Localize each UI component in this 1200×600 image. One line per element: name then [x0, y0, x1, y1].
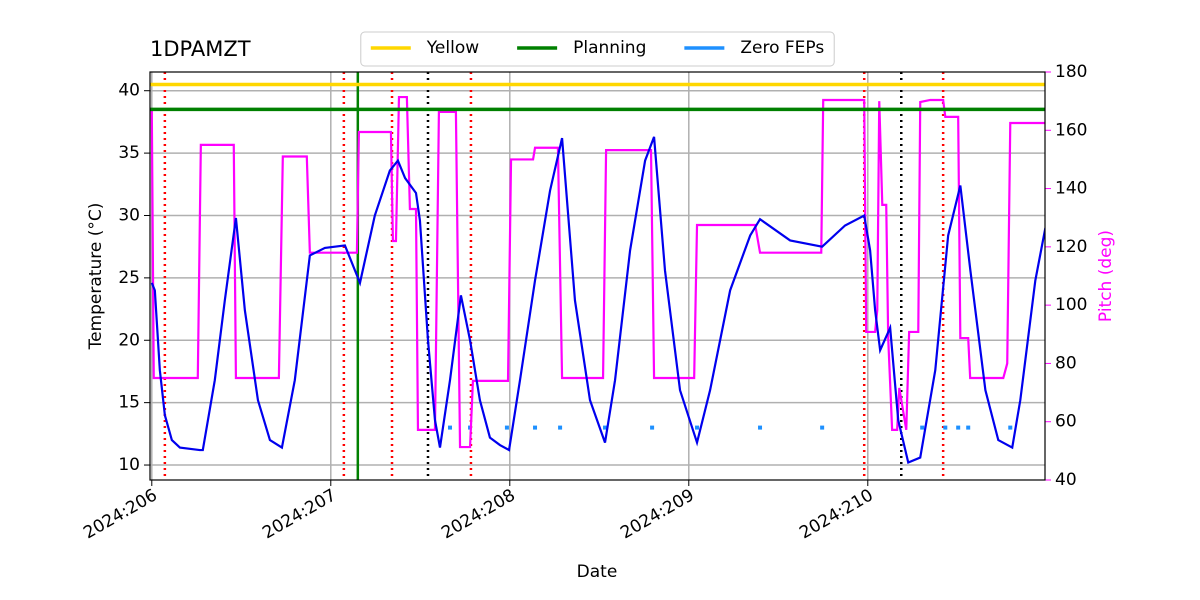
marker	[603, 425, 608, 430]
y-tick-label: 40	[118, 81, 140, 101]
x-tick-label: 2024:208	[438, 485, 519, 543]
chart-title: 1DPAMZT	[150, 37, 251, 61]
legend-label: Planning	[573, 38, 646, 58]
x-tick-label: 2024:207	[259, 485, 340, 543]
marker	[820, 425, 825, 430]
y-tick-label: 30	[118, 205, 140, 225]
y2-tick-label: 120	[1055, 237, 1087, 257]
marker	[448, 425, 453, 430]
marker	[650, 425, 655, 430]
y-tick-label: 20	[118, 330, 140, 350]
y2-tick-label: 100	[1055, 295, 1087, 315]
y-tick-label: 10	[118, 455, 140, 475]
plot-frame	[149, 71, 1046, 481]
x-tick-label: 2024:206	[80, 485, 161, 543]
y-axis-label: Temperature (°C)	[86, 203, 106, 351]
y2-tick-label: 80	[1055, 353, 1077, 373]
marker	[943, 425, 948, 430]
y-tick-label: 15	[118, 393, 140, 413]
marker	[695, 425, 700, 430]
marker	[1008, 425, 1013, 430]
marker	[956, 425, 961, 430]
marker	[758, 425, 763, 430]
marker	[920, 425, 925, 430]
marker	[558, 425, 563, 430]
legend-label: Zero FEPs	[740, 38, 824, 58]
legend-label: Yellow	[426, 38, 479, 58]
y2-tick-label: 40	[1055, 470, 1077, 490]
legend: Yellow Planning Zero FEPs	[360, 31, 835, 67]
legend-frame	[360, 31, 835, 67]
plot-area	[150, 72, 1045, 480]
y-tick-label: 35	[118, 143, 140, 163]
y2-tick-label: 140	[1055, 179, 1087, 199]
y2-tick-label: 60	[1055, 412, 1077, 432]
marker	[533, 425, 538, 430]
y2-axis-label: Pitch (deg)	[1096, 230, 1116, 322]
x-tick-label: 2024:210	[796, 485, 877, 543]
y2-tick-label: 180	[1055, 62, 1087, 82]
x-axis-label: Date	[577, 562, 618, 582]
y2-tick-label: 160	[1055, 120, 1087, 140]
marker	[504, 425, 509, 430]
data-line	[150, 95, 1045, 449]
data-line	[150, 136, 1045, 465]
x-tick-label: 2024:209	[617, 485, 698, 543]
y-tick-label: 25	[118, 268, 140, 288]
marker	[966, 425, 971, 430]
